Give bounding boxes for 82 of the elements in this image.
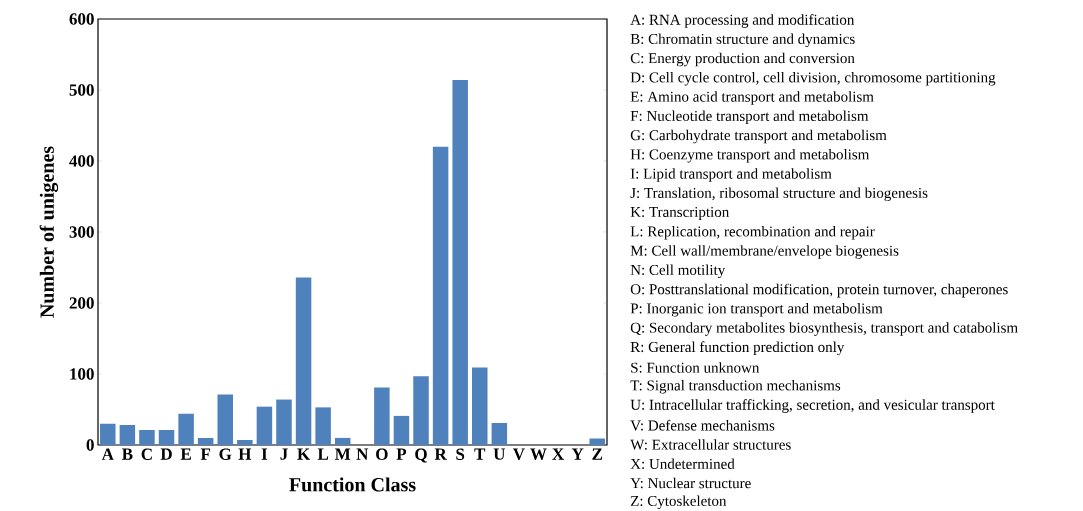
text: F: Nucleotide transport and metabolism (630, 110, 869, 125)
x-tick-label: D (160, 448, 172, 460)
text: G: Carbohydrate transport and metabolism (630, 129, 887, 144)
text: U: Intracellular trafficking, secretion, and vesicular transport (630, 399, 995, 413)
text: R: General function prediction only (630, 341, 845, 356)
x-tick-label: G (219, 448, 232, 460)
x-tick-label: U (493, 448, 506, 460)
bar (197, 437, 214, 445)
text: W: Extracellular structures (630, 439, 791, 450)
y-axis-title: Number of unigenes (39, 146, 59, 318)
text: T: Signal transduction mechanisms (630, 379, 841, 394)
x-tick-label: Q (415, 448, 427, 463)
bar (276, 399, 292, 445)
y-tick-label: 0 (86, 439, 94, 451)
x-tick-label: R (434, 448, 447, 460)
bar (237, 440, 253, 445)
x-tick-label: X (552, 448, 564, 460)
text: P: Inorganic ion transport and metabolism (630, 302, 883, 317)
x-tick-label: Z (592, 448, 603, 460)
bar (374, 387, 390, 445)
x-tick-label: C (141, 448, 152, 460)
x-tick-label: K (297, 448, 311, 460)
text: B: Chromatin structure and dynamics (630, 33, 855, 48)
x-tick-label: J (280, 448, 288, 460)
bar (119, 425, 136, 445)
text: A: RNA processing and modification (630, 14, 855, 28)
bar (100, 423, 116, 445)
x-tick-label: A (101, 448, 114, 460)
x-tick-label: S (456, 448, 465, 460)
text: S: Function unknown (631, 362, 760, 373)
x-tick-label: F (200, 448, 211, 460)
text: E: Amino acid transport and metabolism (630, 91, 874, 105)
text: X: Undetermined (630, 458, 735, 470)
bar (491, 422, 508, 445)
x-tick-label: I (261, 448, 268, 460)
y-tick-label: 400 (69, 155, 94, 167)
text: J: Translation, ribosomal structure and biogenesis (630, 187, 928, 202)
text: L: Replication, recombination and repair (630, 225, 875, 240)
text: N: Cell motility (630, 264, 726, 279)
bar (315, 407, 331, 445)
x-tick-label: Y (571, 448, 584, 460)
x-tick-label: O (376, 448, 388, 460)
text: V: Defense mechanisms (630, 419, 775, 431)
x-tick-label: H (238, 448, 252, 460)
text: O: Posttranslational modification, protein turnover, chaperones (630, 283, 1008, 298)
x-tick-label: L (317, 448, 329, 460)
x-tick-label: B (121, 448, 133, 460)
x-tick-label: T (474, 448, 486, 460)
x-tick-label: W (530, 448, 547, 460)
x-tick-label: V (512, 448, 525, 460)
text: Z: Cytoskeleton (630, 495, 727, 510)
bar (393, 415, 410, 445)
bar (178, 413, 194, 445)
text: H: Coenzyme transport and metabolism (630, 148, 870, 163)
bar (334, 437, 351, 445)
bar (413, 376, 429, 445)
text: I: Lipid transport and metabolism (630, 168, 832, 182)
y-tick-label: 200 (69, 297, 94, 309)
bar (158, 430, 175, 445)
bar (256, 406, 273, 445)
x-tick-label: M (334, 448, 351, 460)
bar (295, 277, 312, 445)
bar (452, 80, 468, 445)
text: Q: Secondary metabolites biosynthesis, transport and catabolism (630, 322, 1018, 336)
bar (139, 430, 155, 445)
text: Y: Nuclear structure (630, 477, 751, 489)
text: M: Cell wall/membrane/envelope biogenesis (630, 245, 899, 259)
text: D: Cell cycle control, cell division, chromosome partitioning (630, 71, 996, 86)
text: C: Energy production and conversion (630, 52, 855, 67)
y-tick-label: 500 (69, 84, 94, 96)
y-tick-label: 600 (69, 13, 94, 25)
text: K: Transcription (630, 206, 730, 221)
x-tick-label: E (180, 448, 191, 460)
bar (432, 146, 449, 445)
y-tick-label: 300 (69, 226, 94, 238)
x-axis-title: Function Class (289, 477, 416, 492)
bar (217, 394, 233, 445)
x-tick-label: P (396, 448, 407, 460)
y-tick-label: 100 (70, 368, 94, 380)
x-tick-label: N (356, 448, 369, 460)
bar (589, 438, 605, 445)
bar (472, 367, 488, 445)
